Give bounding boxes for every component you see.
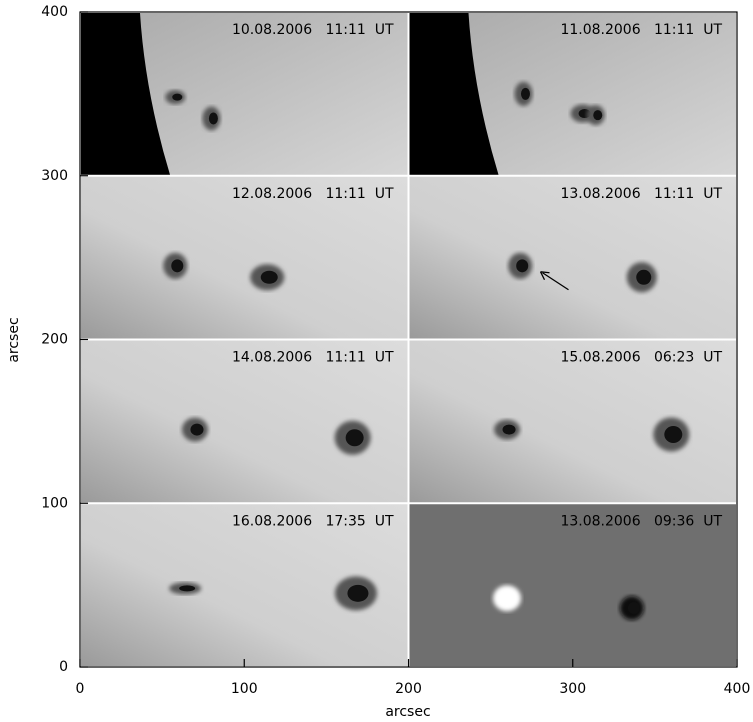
sunspot-umbra <box>636 269 652 285</box>
x-tick-label: 300 <box>559 681 586 697</box>
sunspot-umbra <box>345 429 364 447</box>
arrow-head <box>539 271 550 281</box>
panel: 13.08.2006 09:36 UT <box>409 504 736 666</box>
panel: 13.08.2006 11:11 UT <box>409 176 736 339</box>
sunspot-umbra <box>520 87 530 100</box>
panel-image <box>409 504 736 666</box>
x-tick-label: 0 <box>76 681 85 697</box>
panel-label: 13.08.2006 09:36 UT <box>560 513 722 529</box>
y-axis-label: arcsec <box>6 317 22 362</box>
panel-label: 13.08.2006 11:11 UT <box>560 186 722 202</box>
sunspot-umbra <box>502 591 517 605</box>
y-tick-label: 100 <box>41 495 68 511</box>
y-tick-label: 200 <box>41 332 68 348</box>
x-tick-label: 200 <box>395 681 422 697</box>
panel-label: 10.08.2006 11:11 UT <box>232 22 394 38</box>
solar-limb <box>409 13 499 175</box>
x-tick-label: 400 <box>724 681 751 697</box>
solar-limb <box>81 13 170 175</box>
panel-label: 15.08.2006 06:23 UT <box>560 350 722 366</box>
panel: 12.08.2006 11:11 UT <box>81 176 408 339</box>
panel-image <box>81 176 408 339</box>
panel: 14.08.2006 11:11 UT <box>81 340 408 503</box>
panel-image <box>409 176 736 339</box>
sunspot-umbra <box>502 424 516 435</box>
panel: 11.08.2006 11:11 UT <box>409 13 736 175</box>
panel-label: 14.08.2006 11:11 UT <box>232 350 394 366</box>
y-tick-label: 0 <box>59 659 68 675</box>
panel: 15.08.2006 06:23 UT <box>409 340 736 503</box>
sunspot-umbra <box>171 259 184 273</box>
sunspot-umbra <box>664 425 683 443</box>
y-tick-label: 300 <box>41 168 68 184</box>
sunspot-umbra <box>190 423 204 436</box>
panel: 16.08.2006 17:35 UT <box>81 504 408 666</box>
sunspot-umbra <box>347 584 369 602</box>
sunspot-umbra <box>172 93 183 101</box>
y-tick-label: 400 <box>41 4 68 20</box>
sunspot-umbra <box>208 112 218 125</box>
panel: 10.08.2006 11:11 UT <box>81 13 408 175</box>
x-axis-label: arcsec <box>385 704 430 720</box>
sunspot-umbra <box>627 602 640 615</box>
arrow <box>542 272 569 291</box>
panel-label: 16.08.2006 17:35 UT <box>232 513 394 529</box>
sunspot-umbra <box>593 110 603 121</box>
x-tick-label: 100 <box>231 681 258 697</box>
panel-label: 11.08.2006 11:11 UT <box>560 22 722 38</box>
panels: 10.08.2006 11:11 UT 11.08.2006 11:11 UT 12… <box>81 13 736 666</box>
sunspot-umbra <box>260 270 278 284</box>
sunspot-umbra <box>179 585 196 592</box>
sunspot-umbra <box>516 259 529 273</box>
panel-label: 12.08.2006 11:11 UT <box>232 186 394 202</box>
